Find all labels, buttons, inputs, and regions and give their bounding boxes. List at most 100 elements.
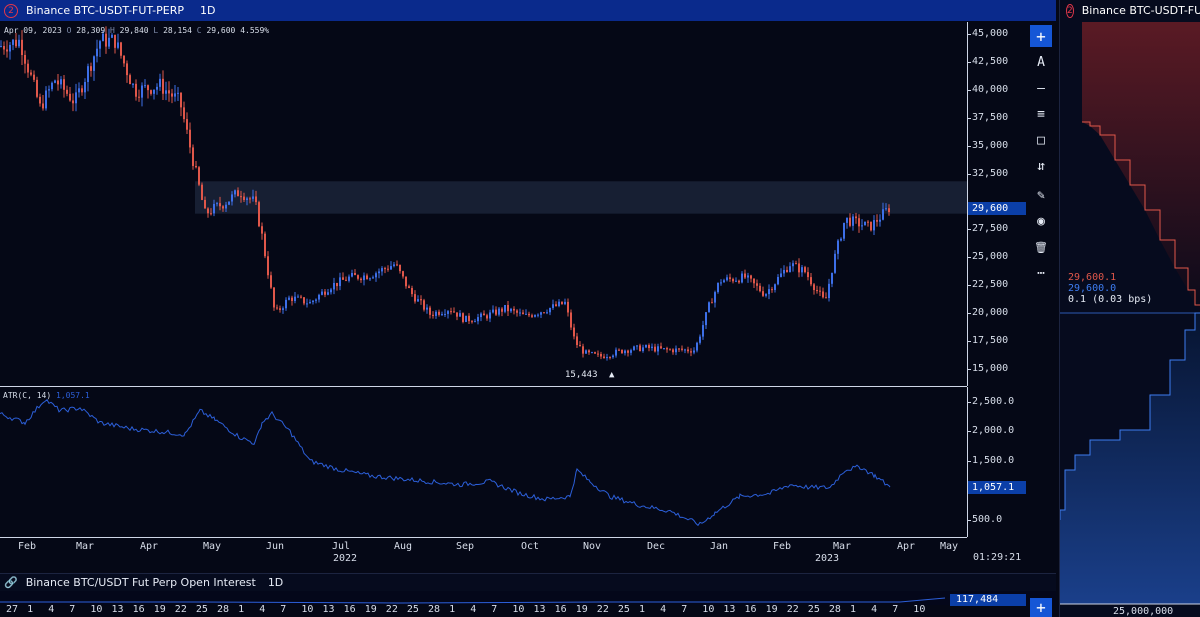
candle-body [294, 296, 296, 301]
candle-body [639, 345, 641, 352]
candle-body [501, 308, 503, 312]
candle-body [234, 190, 236, 195]
candle-body [723, 280, 725, 283]
candle-body [246, 198, 248, 200]
open-interest-svg [0, 597, 946, 604]
horizontal-lines-button[interactable]: ≡ [1037, 106, 1045, 122]
add-pane-button[interactable]: + [1030, 598, 1052, 617]
candle-body [489, 312, 491, 319]
candle-body [717, 282, 719, 293]
add-button[interactable]: + [1030, 25, 1052, 47]
depth-symbol-title[interactable]: Binance BTC-USDT-FUT [1081, 4, 1200, 17]
open-interest-title[interactable]: Binance BTC/USDT Fut Perp Open Interest [25, 576, 256, 589]
candle-body [549, 307, 551, 313]
depth-panel[interactable]: 2 Binance BTC-USDT-FUT 29,600.1 29,600.0… [1059, 0, 1200, 617]
candle-body [117, 42, 119, 48]
candle-body [120, 42, 122, 56]
candle-body [543, 312, 545, 314]
layout-badge[interactable]: 2 [4, 3, 18, 18]
depth-chart-svg [1060, 22, 1200, 605]
month-label: Jan [710, 541, 729, 552]
candle-body [381, 268, 383, 272]
price-axis[interactable]: 45,000 42,500 40,000 37,500 35,000 32,50… [967, 22, 1026, 386]
atr-label: ATR(C, 14) [3, 391, 52, 400]
candle-body [825, 297, 827, 299]
candle-body [342, 277, 344, 280]
candle-body [267, 256, 269, 276]
candle-body [783, 269, 785, 274]
candle-body [321, 291, 323, 295]
candle-body [813, 284, 815, 291]
symbol-title[interactable]: Binance BTC-USDT-FUT-PERP [26, 4, 184, 17]
candle-body [504, 304, 506, 312]
candle-body [786, 269, 788, 272]
month-label: Apr [140, 541, 159, 552]
candle-body [810, 277, 812, 285]
candle-body [396, 264, 398, 266]
candle-body [423, 300, 425, 310]
atr-chart[interactable] [0, 387, 967, 537]
measure-tool-button[interactable]: ⇵ [1037, 158, 1045, 174]
brush-tool-button[interactable]: ✎ [1037, 187, 1045, 203]
candle-body [33, 74, 35, 80]
candle-body [408, 286, 410, 289]
day-tick: 1 [238, 604, 245, 615]
price-tick: 35,000 [967, 140, 1009, 151]
candle-body [63, 79, 65, 90]
day-tick: 10 [90, 604, 103, 615]
candle-body [258, 202, 260, 227]
link-icon[interactable]: 🔗 [4, 576, 18, 589]
candle-body [636, 345, 638, 347]
atr-line [0, 399, 891, 527]
time-axis[interactable]: Feb Mar Apr May Jun Jul Aug Sep Oct Nov … [0, 537, 967, 565]
ohlc-open: 28,309 [76, 26, 106, 35]
day-tick: 10 [702, 604, 715, 615]
candle-body [231, 194, 233, 202]
pane-divider[interactable] [0, 386, 967, 387]
candle-body [852, 216, 854, 226]
day-tick: 22 [786, 604, 799, 615]
candle-body [459, 313, 461, 317]
depth-layout-badge[interactable]: 2 [1066, 3, 1074, 18]
candle-body [24, 55, 26, 64]
candle-body [339, 277, 341, 287]
candle-body [12, 39, 14, 45]
candle-body [870, 221, 872, 231]
low-marker: 15,443 ▲ [565, 370, 614, 380]
candle-body [99, 41, 101, 49]
text-tool-button[interactable]: A [1037, 54, 1045, 70]
bottom-time-axis[interactable]: 27 1 4 7 10 13 16 19 22 25 28 1 4 7 10 13 16 19 22 25 28 1 4 7 1… [0, 604, 1028, 617]
delete-button[interactable]: 🗑 [1034, 240, 1048, 254]
open-interest-timeframe[interactable]: 1D [267, 576, 284, 589]
more-button[interactable]: ⋯ [1037, 265, 1045, 281]
open-interest-line [0, 597, 946, 604]
price-tick: 15,000 [967, 363, 1009, 374]
candle-body [42, 103, 44, 109]
line-tool-button[interactable]: — [1037, 80, 1045, 96]
visibility-button[interactable]: ◉ [1037, 213, 1045, 229]
candle-body [846, 217, 848, 223]
atr-axis[interactable]: 2,500.0 2,000.0 1,500.0 500.0 1,057.1 [967, 387, 1026, 537]
candle-body [333, 282, 335, 290]
candle-body [282, 308, 284, 310]
open-interest-chart[interactable] [0, 591, 1056, 605]
ohlc-low: 28,154 [163, 26, 192, 35]
candle-body [237, 190, 239, 197]
timeframe-label[interactable]: 1D [199, 4, 216, 17]
ohlc-date: Apr 09, 2023 [4, 26, 62, 35]
candle-body [183, 107, 185, 120]
price-chart[interactable] [0, 22, 967, 386]
candle-body [168, 90, 170, 94]
candle-body [885, 208, 887, 210]
atr-value: 1,057.1 [56, 391, 90, 400]
candle-body [387, 268, 389, 270]
drawing-toolbar: + A — ≡ □ ⇵ ✎ ◉ 🗑 ⋯ [1028, 22, 1054, 562]
rectangle-tool-button[interactable]: □ [1037, 132, 1045, 148]
candle-body [621, 349, 623, 354]
candle-body [630, 350, 632, 353]
candle-body [450, 311, 452, 313]
candle-body [240, 196, 242, 198]
candle-body [426, 307, 428, 310]
candle-body [435, 311, 437, 316]
candle-body [348, 276, 350, 281]
